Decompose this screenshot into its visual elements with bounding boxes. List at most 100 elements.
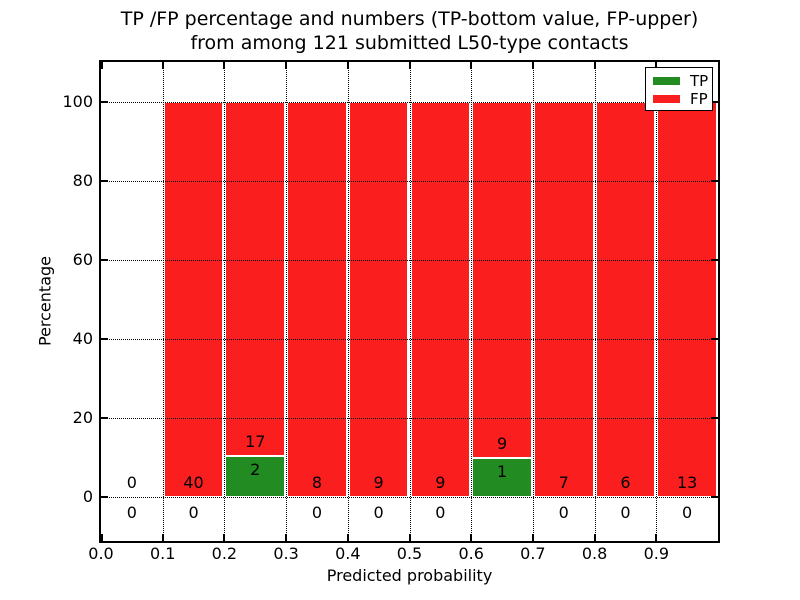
x-tick-mark	[223, 62, 226, 69]
legend-item-fp: FP	[646, 90, 712, 108]
tp-count-annotation: 0	[373, 503, 384, 523]
tp-color-swatch	[653, 77, 680, 85]
legend-label-fp: FP	[690, 90, 708, 108]
x-tick-mark	[101, 62, 103, 69]
grid-vline	[162, 62, 164, 541]
fp-count-annotation: 17	[245, 431, 266, 451]
x-axis-label: Predicted probability	[326, 566, 493, 585]
x-tick-mark	[531, 534, 534, 541]
x-tick-mark	[346, 534, 349, 541]
fp-count-annotation: 40	[183, 473, 204, 493]
tp-count-annotation: 1	[496, 461, 508, 481]
x-tick-label: 0.0	[88, 544, 114, 563]
x-tick-mark	[408, 534, 411, 541]
grid-hline	[101, 497, 718, 499]
tp-count-annotation: 0	[682, 503, 693, 523]
fp-bar	[410, 101, 471, 498]
x-tick-mark	[101, 534, 103, 541]
legend-label-tp: TP	[690, 72, 709, 90]
x-tick-label: 0.9	[643, 544, 670, 563]
y-tick-mark	[711, 496, 718, 499]
fp-bar	[472, 101, 532, 458]
tp-count-annotation: 0	[620, 503, 631, 523]
grid-vline	[471, 62, 473, 541]
x-tick-mark	[593, 534, 596, 541]
fp-bar	[287, 101, 347, 498]
y-tick-mark	[101, 100, 108, 103]
tp-count-annotation: 0	[311, 503, 323, 523]
tp-count-annotation: 0	[558, 503, 569, 523]
x-tick-mark	[408, 62, 411, 69]
x-tick-mark	[470, 534, 473, 541]
fp-count-annotation: 13	[676, 473, 698, 493]
grid-vline	[224, 62, 226, 541]
fp-count-annotation: 6	[620, 473, 631, 493]
x-tick-label: 0.1	[149, 544, 176, 563]
grid-vline	[656, 62, 658, 541]
x-tick-label: 0.6	[458, 544, 484, 563]
x-tick-mark	[285, 534, 288, 541]
x-tick-mark	[531, 62, 534, 69]
x-tick-mark	[161, 62, 164, 69]
y-tick-mark	[101, 496, 108, 499]
y-tick-mark	[101, 179, 108, 182]
fp-bar	[225, 101, 286, 456]
legend: TP FP	[645, 67, 713, 111]
fp-bar	[163, 101, 224, 498]
y-tick-mark	[711, 100, 718, 103]
y-tick-mark	[101, 258, 108, 261]
y-tick-mark	[711, 338, 718, 341]
grid-vline	[347, 62, 349, 541]
grid-vline	[532, 62, 534, 541]
tp-count-annotation: 2	[250, 459, 261, 479]
x-tick-label: 0.2	[211, 544, 238, 563]
y-tick-mark	[101, 417, 108, 420]
legend-item-tp: TP	[646, 72, 712, 90]
plot-area: 0 0 40 0 17 2 8 0 9 0 9 0 9 1 7 0 6 0 13 0	[101, 62, 718, 541]
fp-color-swatch	[653, 95, 680, 103]
grid-hline	[101, 101, 718, 103]
y-tick-label: 80	[72, 170, 93, 190]
y-tick-label: 60	[72, 249, 93, 269]
chart-title-line2: from among 121 submitted L50-type contac…	[190, 32, 629, 54]
tp-bar	[225, 455, 286, 498]
x-tick-label: 0.3	[273, 544, 299, 563]
axes-frame: 0 0 40 0 17 2 8 0 9 0 9 0 9 1 7 0 6 0 13 0	[99, 60, 720, 543]
fp-bar	[657, 101, 717, 498]
y-tick-label: 20	[72, 408, 93, 428]
grid-hline	[101, 339, 718, 341]
chart-title-line1: TP /FP percentage and numbers (TP-bottom…	[120, 8, 699, 30]
fp-count-annotation: 9	[496, 433, 508, 453]
tp-count-annotation: 0	[188, 503, 199, 523]
chart-title: TP /FP percentage and numbers (TP-bottom…	[101, 7, 718, 55]
fp-bar	[348, 101, 409, 498]
y-tick-mark	[711, 179, 718, 182]
y-tick-label: 100	[62, 91, 93, 111]
fp-count-annotation: 9	[435, 473, 446, 493]
tp-count-annotation: 0	[435, 503, 446, 523]
x-tick-mark	[655, 62, 658, 69]
tp-count-annotation: 0	[126, 503, 137, 523]
x-tick-mark	[346, 62, 349, 69]
x-tick-label: 0.5	[396, 544, 423, 563]
fp-bar	[595, 101, 656, 498]
x-tick-label: 0.7	[520, 544, 546, 563]
grid-hline	[101, 418, 718, 420]
fp-bar	[533, 101, 594, 498]
y-tick-mark	[711, 258, 718, 261]
grid-hline	[101, 180, 718, 182]
x-tick-label: 0.4	[335, 544, 361, 563]
x-tick-mark	[655, 534, 658, 541]
y-tick-label: 0	[82, 487, 93, 507]
x-tick-mark	[470, 62, 473, 69]
x-tick-mark	[223, 534, 226, 541]
fp-count-annotation: 0	[126, 473, 137, 493]
y-tick-mark	[711, 417, 718, 420]
grid-hline	[101, 259, 718, 261]
x-tick-mark	[593, 62, 596, 69]
grid-vline	[409, 62, 411, 541]
x-tick-mark	[285, 62, 288, 69]
grid-vline	[594, 62, 596, 541]
x-tick-mark	[161, 534, 164, 541]
